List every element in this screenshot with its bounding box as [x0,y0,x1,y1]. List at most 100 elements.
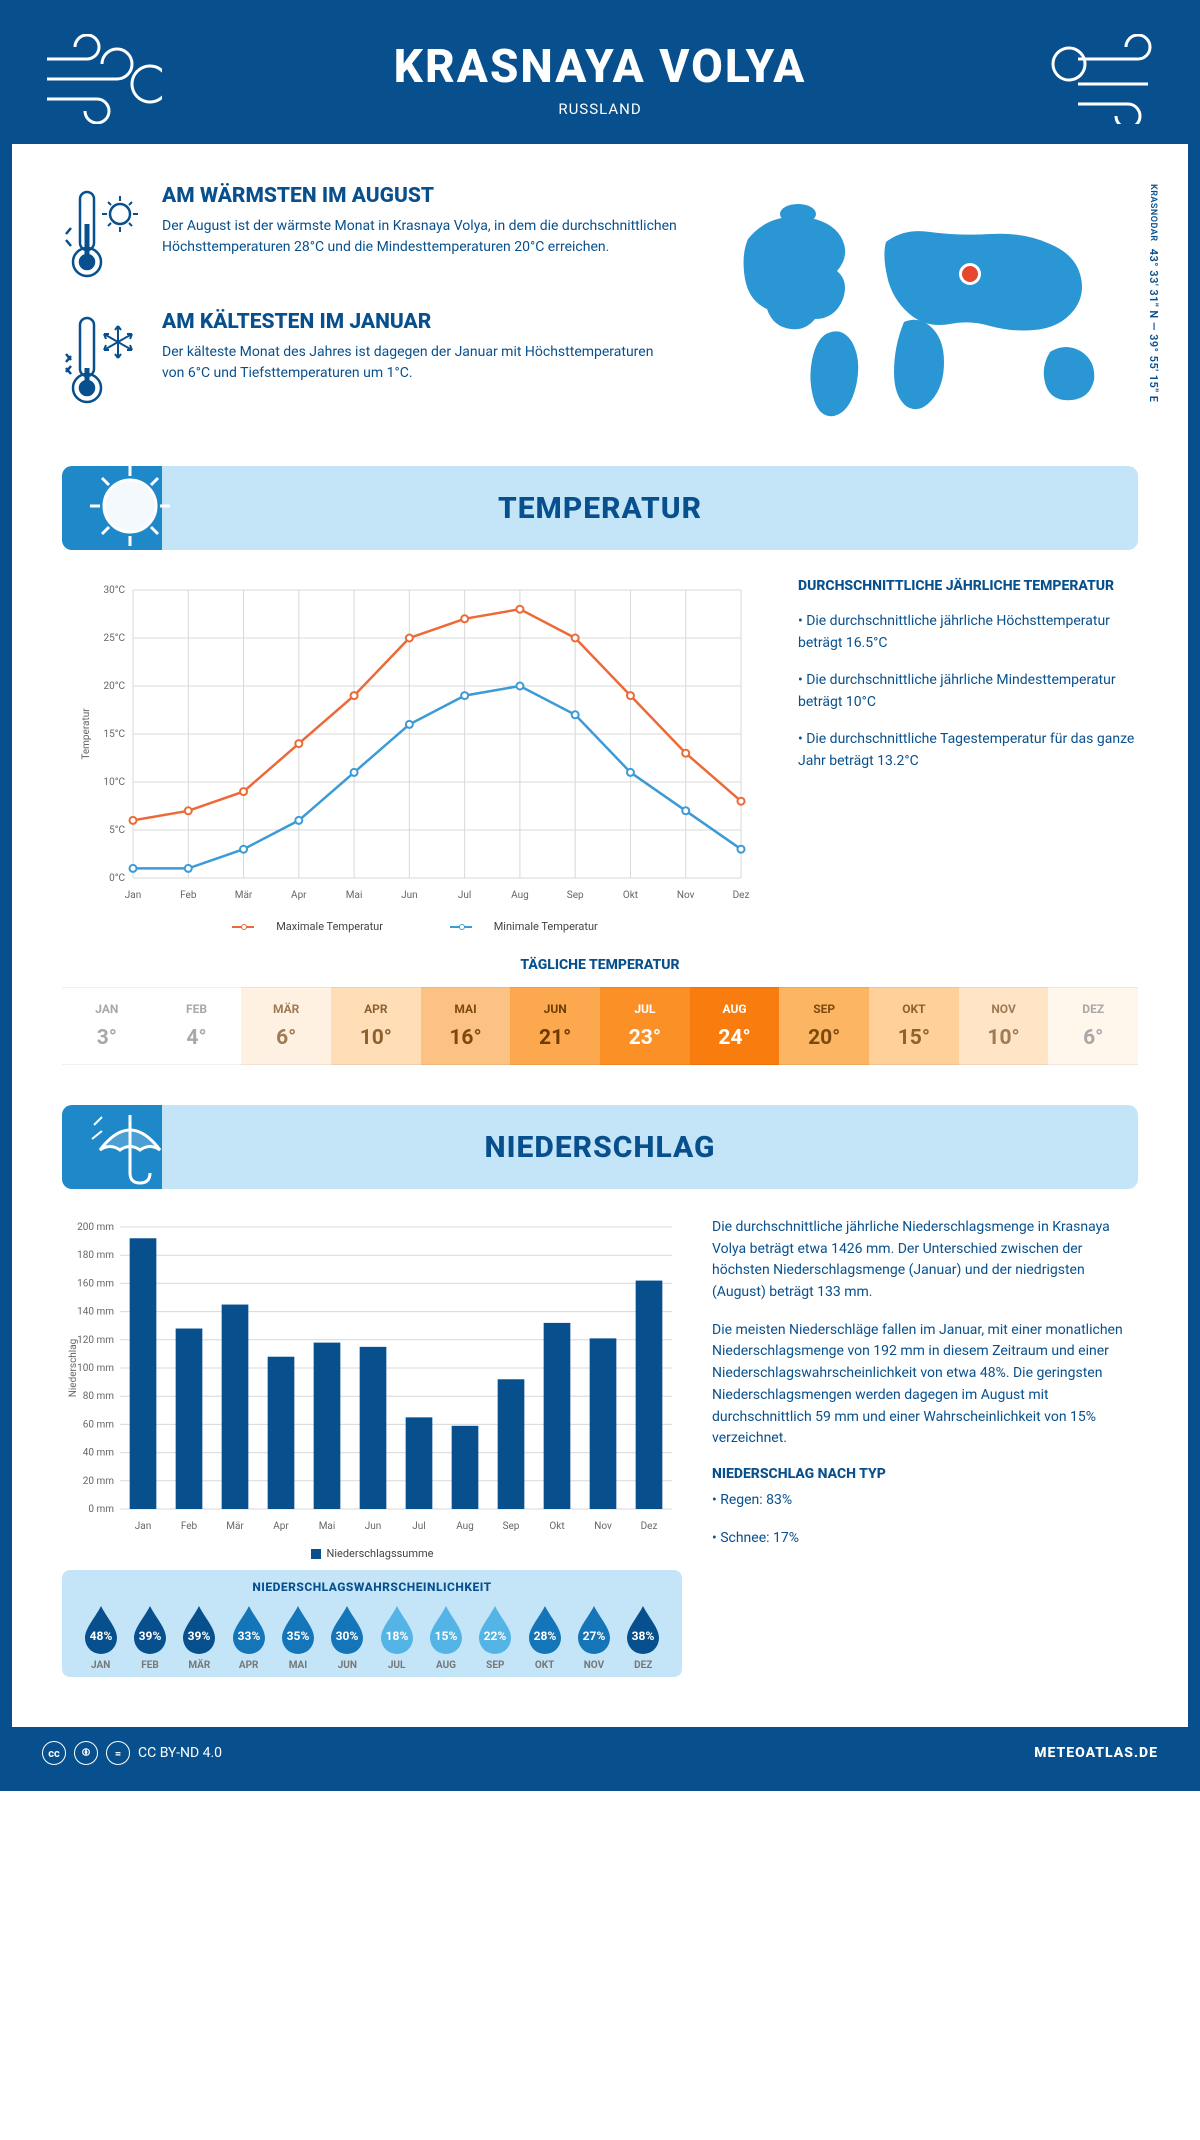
svg-text:38%: 38% [632,1629,655,1643]
coldest-text: Der kälteste Monat des Jahres ist dagege… [162,342,678,384]
svg-text:Temperatur: Temperatur [81,708,92,760]
svg-text:5°C: 5°C [109,825,125,836]
probability-drop: 30%JUN [323,1602,372,1671]
svg-text:Sep: Sep [567,890,584,901]
license: cc 🅯 = CC BY-ND 4.0 [42,1741,222,1765]
svg-text:30%: 30% [336,1629,359,1643]
svg-text:10°C: 10°C [104,777,126,788]
precip-type-item: • Regen: 83% [712,1490,1138,1512]
svg-text:Mai: Mai [319,1521,336,1532]
svg-text:Aug: Aug [456,1521,474,1532]
precip-paragraph: Die meisten Niederschläge fallen im Janu… [712,1320,1138,1450]
warmest-block: AM WÄRMSTEN IM AUGUST Der August ist der… [62,184,678,288]
daily-cell: JUL23° [600,987,690,1065]
probability-drop: 35%MAI [273,1602,322,1671]
temperature-chart: 0°C5°C10°C15°C20°C25°C30°CJanFebMärAprMa… [62,578,768,933]
daily-cell: DEZ6° [1048,987,1138,1065]
probability-drop: 15%AUG [421,1602,470,1671]
svg-text:Okt: Okt [549,1521,564,1532]
probability-drop: 27%NOV [569,1602,618,1671]
svg-text:Apr: Apr [273,1521,289,1532]
precipitation-info: Die durchschnittliche jährliche Niedersc… [712,1217,1138,1677]
precip-paragraph: Die durchschnittliche jährliche Niedersc… [712,1217,1138,1304]
probability-drop: 28%OKT [520,1602,569,1671]
daily-cell: FEB4° [152,987,242,1065]
svg-text:Jul: Jul [458,890,471,901]
daily-cell: SEP20° [779,987,869,1065]
svg-text:140 mm: 140 mm [77,1307,114,1318]
svg-text:60 mm: 60 mm [83,1419,114,1430]
svg-text:15°C: 15°C [104,729,126,740]
nd-icon: = [106,1741,130,1765]
daily-cell: NOV10° [959,987,1049,1065]
probability-drop: 39%MÄR [175,1602,224,1671]
svg-text:Dez: Dez [733,890,750,901]
svg-text:25°C: 25°C [104,633,126,644]
svg-text:40 mm: 40 mm [83,1448,114,1459]
daily-cell: MAI16° [421,987,511,1065]
svg-text:22%: 22% [484,1629,507,1643]
svg-text:30°C: 30°C [104,585,126,596]
svg-text:Nov: Nov [677,890,695,901]
temp-info-title: DURCHSCHNITTLICHE JÄHRLICHE TEMPERATUR [798,578,1138,594]
svg-text:Feb: Feb [181,1521,198,1532]
svg-text:18%: 18% [385,1629,408,1643]
svg-text:27%: 27% [583,1629,606,1643]
svg-text:100 mm: 100 mm [77,1363,114,1374]
temp-info-bullet: • Die durchschnittliche Tagestemperatur … [798,728,1138,773]
svg-text:Mär: Mär [226,1521,244,1532]
world-map: KRASNODAR 43° 33' 31'' N — 39° 55' 15'' … [708,184,1138,428]
daily-cell: JAN3° [62,987,152,1065]
site-name: METEOATLAS.DE [1034,1745,1158,1761]
probability-drop: 38%DEZ [619,1602,668,1671]
umbrella-icon [80,1095,180,1195]
probability-drop: 48%JAN [76,1602,125,1671]
daily-temp-row: JAN3°FEB4°MÄR6°APR10°MAI16°JUN21°JUL23°A… [62,987,1138,1065]
license-text: CC BY-ND 4.0 [138,1745,222,1761]
precip-type-title: NIEDERSCHLAG NACH TYP [712,1466,1138,1482]
daily-cell: JUN21° [510,987,600,1065]
footer: cc 🅯 = CC BY-ND 4.0 METEOATLAS.DE [12,1727,1188,1779]
content: AM WÄRMSTEN IM AUGUST Der August ist der… [12,144,1188,1727]
intro-section: AM WÄRMSTEN IM AUGUST Der August ist der… [62,184,1138,436]
temperature-title: TEMPERATUR [498,491,702,526]
temp-info-bullet: • Die durchschnittliche jährliche Mindes… [798,669,1138,714]
svg-text:15%: 15% [435,1629,458,1643]
svg-text:48%: 48% [89,1629,112,1643]
temperature-info: DURCHSCHNITTLICHE JÄHRLICHE TEMPERATUR •… [798,578,1138,933]
country-subtitle: RUSSLAND [32,100,1168,118]
coordinates: KRASNODAR 43° 33' 31'' N — 39° 55' 15'' … [1147,184,1160,403]
svg-text:35%: 35% [287,1629,310,1643]
sun-icon [80,456,180,556]
svg-text:Jun: Jun [401,890,418,901]
svg-text:80 mm: 80 mm [83,1391,114,1402]
svg-text:Okt: Okt [623,890,638,901]
daily-cell: OKT15° [869,987,959,1065]
header: KRASNAYA VOLYA RUSSLAND [12,12,1188,144]
svg-text:Niederschlag: Niederschlag [68,1339,79,1398]
daily-cell: AUG24° [690,987,780,1065]
svg-text:20°C: 20°C [104,681,126,692]
svg-text:Feb: Feb [180,890,197,901]
svg-text:39%: 39% [188,1629,211,1643]
page: KRASNAYA VOLYA RUSSLAND [0,0,1200,1791]
svg-text:Aug: Aug [511,890,529,901]
svg-text:Sep: Sep [503,1521,520,1532]
svg-text:Jan: Jan [125,890,141,901]
svg-text:Dez: Dez [641,1521,658,1532]
svg-text:160 mm: 160 mm [77,1278,114,1289]
wind-icon-left [42,34,162,124]
coldest-block: AM KÄLTESTEN IM JANUAR Der kälteste Mona… [62,310,678,414]
svg-text:120 mm: 120 mm [77,1335,114,1346]
coldest-title: AM KÄLTESTEN IM JANUAR [162,310,678,334]
svg-text:0 mm: 0 mm [88,1504,114,1515]
precipitation-chart: 0 mm20 mm40 mm60 mm80 mm100 mm120 mm140 … [62,1217,682,1560]
svg-text:0°C: 0°C [109,873,125,884]
by-icon: 🅯 [74,1741,98,1765]
daily-temp-title: TÄGLICHE TEMPERATUR [62,957,1138,973]
svg-text:200 mm: 200 mm [77,1222,114,1233]
warmest-title: AM WÄRMSTEN IM AUGUST [162,184,678,208]
daily-cell: APR10° [331,987,421,1065]
precipitation-title: NIEDERSCHLAG [485,1130,716,1165]
svg-text:33%: 33% [237,1629,260,1643]
